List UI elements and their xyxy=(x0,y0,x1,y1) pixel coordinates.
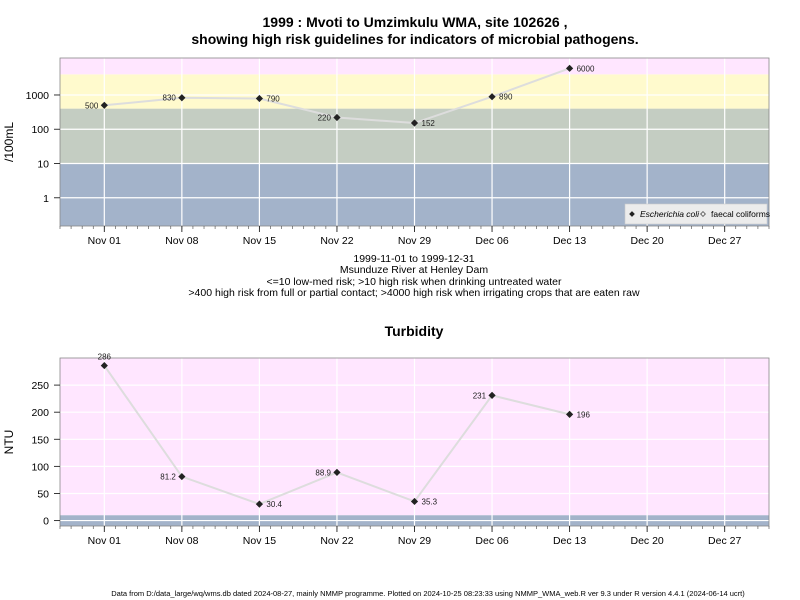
chart1-data-point-1 xyxy=(178,94,186,102)
chart1-data-point-4 xyxy=(410,119,419,127)
chart1-subtitle-line4: >400 high risk from full or partial cont… xyxy=(188,287,640,299)
chart2-x-tick-label-5: Dec 06 xyxy=(475,535,508,547)
chart2-data-label-1: 81.2 xyxy=(160,473,176,482)
chart2-x-tick-label-6: Dec 13 xyxy=(553,535,586,547)
footer-note: Data from D:/data_large/wq/wms.db dated … xyxy=(111,589,745,598)
chart1-title-line1: 1999 : Mvoti to Umzimkulu WMA, site 1026… xyxy=(263,14,568,30)
chart2-y-tick-label-2: 100 xyxy=(31,461,49,473)
chart2-data-label-5: 231 xyxy=(473,391,487,400)
chart2-data-point-0 xyxy=(100,361,108,370)
chart2-plot: Nov 01 Nov 08 Nov 15 Nov 22 Nov 29 Dec 06 Dec … xyxy=(2,353,770,547)
chart1-subtitle-line3: <=10 low-med risk; >10 high risk when dr… xyxy=(266,276,562,288)
chart2-y-axis-label: NTU xyxy=(2,430,16,455)
chart2-y-tick-label-0: 0 xyxy=(43,516,49,528)
chart2-x-tick-label-8: Dec 27 xyxy=(708,535,741,547)
chart2-data-point-6 xyxy=(565,410,574,418)
chart1-title-line2: showing high risk guidelines for indicat… xyxy=(191,31,638,47)
chart2-data-point-2 xyxy=(255,500,264,508)
chart2-x-tick-label-4: Nov 29 xyxy=(398,535,431,547)
chart1-data-label-1: 830 xyxy=(163,94,177,103)
chart2-x-tick-label-7: Dec 20 xyxy=(631,535,664,547)
chart1-data-label-3: 220 xyxy=(318,114,332,123)
chart2-data-label-4: 35.3 xyxy=(422,497,438,506)
chart1-legend-marker-0 xyxy=(629,211,635,217)
chart1-data-point-5 xyxy=(488,93,496,101)
chart1-x-tick-label-3: Nov 22 xyxy=(320,235,353,247)
chart1-y-tick-label-0: 1 xyxy=(43,193,49,205)
chart2-data-label-3: 88.9 xyxy=(315,468,331,477)
chart2-y-tick-label-3: 150 xyxy=(31,434,49,446)
chart1-x-tick-label-7: Dec 20 xyxy=(631,235,664,247)
chart1-x-tick-label-2: Nov 15 xyxy=(243,235,276,247)
chart1-y-axis-label: /100mL xyxy=(2,122,16,162)
chart1-y-tick-label-3: 1000 xyxy=(26,90,50,102)
chart1-x-tick-label-5: Dec 06 xyxy=(475,235,508,247)
chart1-y-tick-label-2: 100 xyxy=(31,124,49,136)
chart2-y-tick-label-1: 50 xyxy=(37,488,49,500)
chart1-data-label-6: 6000 xyxy=(577,64,595,73)
chart1-data-point-2 xyxy=(255,94,264,103)
chart1-legend-label-1: faecal coliforms xyxy=(711,209,770,219)
chart2-data-label-6: 196 xyxy=(577,410,591,419)
chart1-plot: Nov 01 Nov 08 Nov 15 Nov 22 Nov 29 Dec 06 Dec … xyxy=(2,57,770,247)
chart1-legend-marker-1 xyxy=(700,211,706,217)
chart1-data-label-2: 790 xyxy=(266,94,280,103)
chart2-data-point-4 xyxy=(410,497,419,506)
chart1-data-label-5: 890 xyxy=(499,93,513,102)
chart1-subtitle-line2: Msunduze River at Henley Dam xyxy=(340,264,488,276)
chart2-data-label-2: 30.4 xyxy=(266,500,282,509)
chart2-data-label-0: 286 xyxy=(98,353,112,362)
chart1-x-tick-label-6: Dec 13 xyxy=(553,235,586,247)
chart2-x-tick-label-3: Nov 22 xyxy=(320,535,353,547)
chart1-data-label-0: 500 xyxy=(85,101,99,110)
chart1-y-tick-label-1: 10 xyxy=(37,159,49,171)
chart1-data-point-0 xyxy=(100,101,108,109)
chart2-x-tick-label-1: Nov 08 xyxy=(165,535,198,547)
chart1-x-tick-label-4: Nov 29 xyxy=(398,235,431,247)
chart1-data-point-6 xyxy=(565,64,574,72)
chart2-x-tick-label-2: Nov 15 xyxy=(243,535,276,547)
chart2-x-tick-label-0: Nov 01 xyxy=(88,535,121,547)
chart2-data-point-1 xyxy=(178,472,186,481)
chart1-legend-label-0: Escherichia coli xyxy=(640,209,700,219)
chart1-x-tick-label-0: Nov 01 xyxy=(88,235,121,247)
chart1-data-label-4: 152 xyxy=(422,119,436,128)
chart2-y-tick-label-5: 250 xyxy=(31,380,49,392)
chart2-data-point-5 xyxy=(488,391,496,399)
chart1-data-point-3 xyxy=(333,113,341,122)
chart1-x-tick-label-8: Dec 27 xyxy=(708,235,741,247)
chart1-subtitle-line1: 1999-11-01 to 1999-12-31 xyxy=(353,253,474,265)
chart1-x-tick-label-1: Nov 08 xyxy=(165,235,198,247)
chart2-title: Turbidity xyxy=(385,323,444,339)
chart2-y-tick-label-4: 200 xyxy=(31,407,49,419)
chart2-data-point-3 xyxy=(333,468,341,477)
chart1-legend-box xyxy=(624,203,768,225)
